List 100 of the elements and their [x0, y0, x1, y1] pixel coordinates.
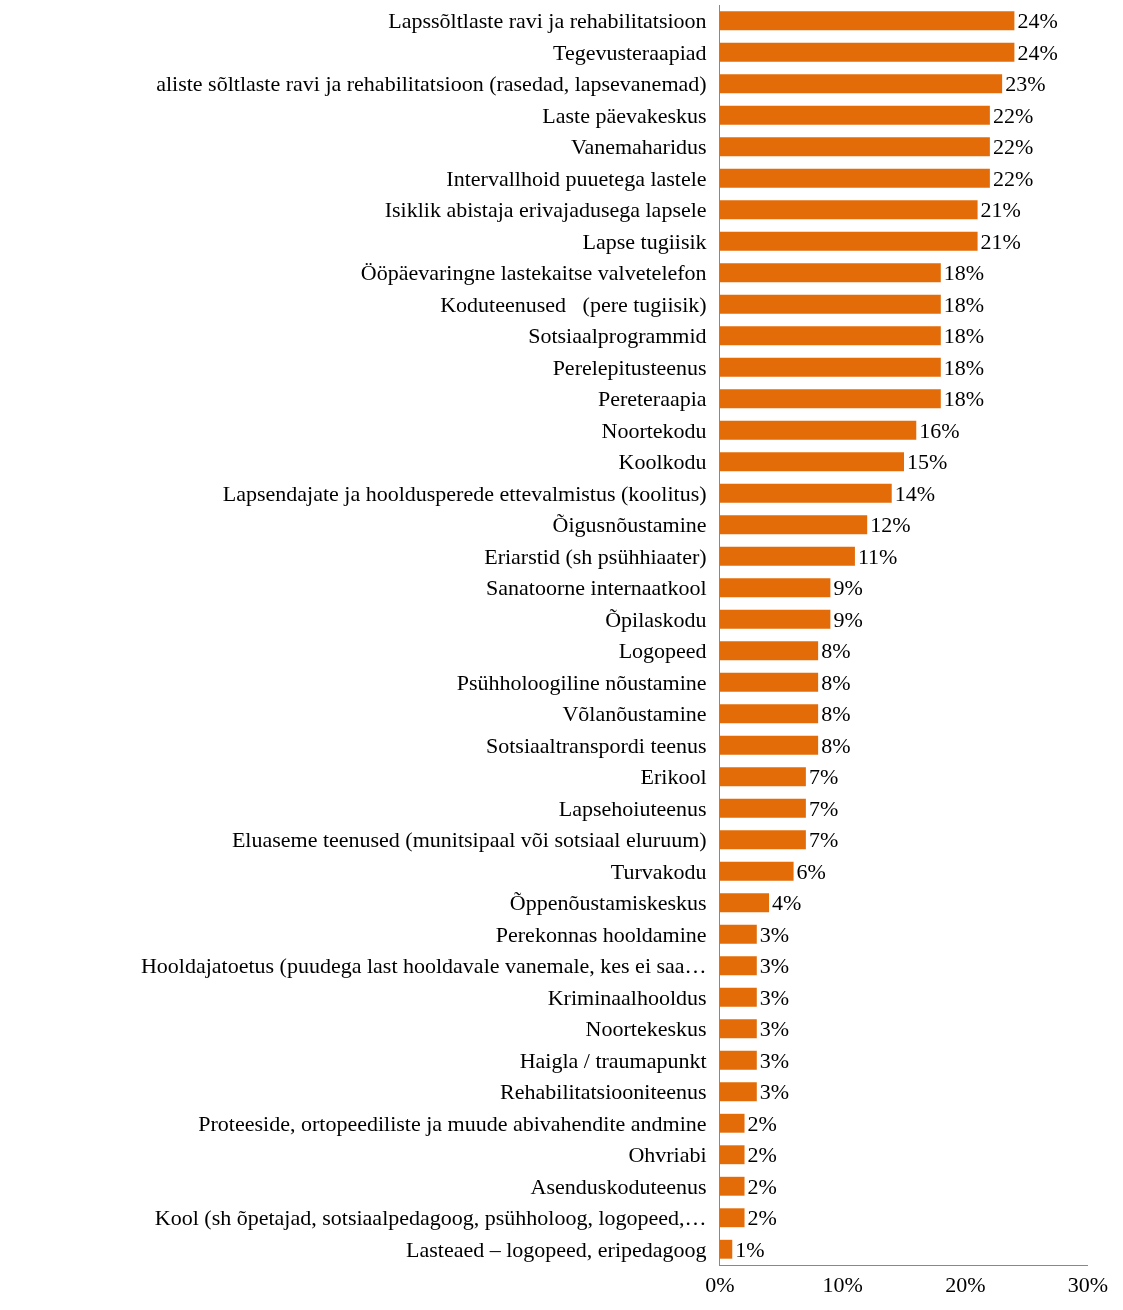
- data-label: 18%: [943, 291, 985, 317]
- bar: [720, 200, 978, 220]
- data-label: 9%: [833, 575, 863, 601]
- y-tick-label: Turvakodu: [610, 858, 707, 884]
- data-label: 23%: [1005, 71, 1046, 97]
- bar: [720, 1239, 733, 1259]
- data-label: 2%: [747, 1142, 777, 1168]
- data-label: 8%: [821, 638, 851, 664]
- data-label: 2%: [747, 1173, 777, 1199]
- y-tick-label: Kriminaalhooldus: [547, 984, 707, 1010]
- y-tick-label: Kool (sh õpetajad, sotsiaalpedagoog, psühholoog, logopeed,…: [154, 1205, 707, 1231]
- y-tick-label: Võlanõustamine: [562, 701, 707, 727]
- data-label: 11%: [857, 543, 898, 569]
- data-label: 22%: [992, 165, 1034, 191]
- bar: [720, 956, 757, 976]
- data-label: 7%: [808, 764, 839, 790]
- bar: [720, 42, 1015, 62]
- data-label: 24%: [1017, 39, 1058, 65]
- y-tick-label: Hooldajatoetus (puudega last hooldavale vanemale, kes ei saa…: [140, 953, 707, 979]
- y-tick-label: Lapsehoiuteenus: [558, 795, 707, 821]
- y-tick-label: Haigla / traumapunkt: [519, 1047, 707, 1073]
- data-label: 6%: [796, 858, 826, 884]
- data-label: 3%: [759, 921, 790, 947]
- bar: [720, 704, 819, 724]
- bar: [720, 1082, 757, 1102]
- data-label: 18%: [943, 260, 985, 286]
- bar: [720, 578, 831, 598]
- data-label: 21%: [980, 228, 1021, 254]
- y-tick-label: Proteeside, ortopeediliste ja muude abivahendite andmine: [198, 1110, 707, 1136]
- data-label: 3%: [759, 1016, 790, 1042]
- data-label: 18%: [943, 354, 985, 380]
- y-tick-label: Isiklik abistaja erivajadusega lapsele: [384, 197, 707, 223]
- data-label: 22%: [992, 102, 1034, 128]
- bar: [720, 11, 1015, 31]
- y-tick-label: Lapssõltlaste ravi ja rehabilitatsioon: [388, 8, 707, 34]
- data-label: 8%: [821, 669, 851, 695]
- y-tick-label: Sotsiaalprogrammid: [528, 323, 707, 349]
- y-tick-label: Ööpäevaringne lastekaitse valvetelefon: [360, 260, 707, 286]
- y-tick-label: Psühholoogiline nõustamine: [456, 669, 707, 695]
- y-tick-label: Tegevusteraapiad: [552, 39, 707, 65]
- data-label: 2%: [747, 1110, 777, 1136]
- y-tick-label: Sanatoorne internaatkool: [486, 575, 707, 601]
- data-label: 8%: [821, 732, 851, 758]
- bar: [720, 1208, 745, 1228]
- bar: [720, 798, 806, 818]
- y-tick-label: Lapsendajate ja hooldusperede ettevalmistus (koolitus): [222, 480, 707, 506]
- y-tick-label: Lasteaed – logopeed, eripedagoog: [406, 1236, 707, 1262]
- bar: [720, 767, 806, 787]
- bar: [720, 452, 904, 472]
- data-label: 7%: [808, 795, 839, 821]
- y-tick-label: Rehabilitatsiooniteenus: [500, 1079, 707, 1105]
- y-tick-label: Sotsiaaltranspordi teenus: [486, 732, 707, 758]
- bar: [720, 609, 831, 629]
- bar: [720, 1050, 757, 1070]
- bar: [720, 105, 990, 125]
- data-label: 7%: [808, 827, 839, 853]
- y-tick-label: aliste sõltlaste ravi ja rehabilitatsioon (rasedad, lapsevanemad): [156, 71, 707, 97]
- bar: [720, 641, 819, 661]
- data-label: 15%: [907, 449, 948, 475]
- bar: [720, 861, 794, 881]
- bar: [720, 231, 978, 251]
- data-label: 12%: [870, 512, 911, 538]
- y-tick-label: Koduteenused (pere tugiisik): [440, 291, 707, 317]
- bar: [720, 326, 941, 346]
- bar: [720, 357, 941, 377]
- y-tick-label: Noortekodu: [601, 417, 707, 443]
- x-tick-label: 0%: [705, 1272, 735, 1298]
- y-tick-label: Koolkodu: [618, 449, 707, 475]
- bar: [720, 74, 1003, 94]
- data-label: 4%: [772, 890, 802, 916]
- bar: [720, 1145, 745, 1165]
- x-tick-label: 10%: [822, 1272, 863, 1298]
- data-label: 16%: [919, 417, 960, 443]
- data-label: 22%: [992, 134, 1034, 160]
- data-label: 18%: [943, 386, 985, 412]
- data-label: 1%: [735, 1236, 765, 1262]
- data-label: 8%: [821, 701, 851, 727]
- y-tick-label: Intervallhoid puuetega lastele: [446, 165, 707, 191]
- y-tick-label: Logopeed: [618, 638, 707, 664]
- bar: [720, 168, 990, 188]
- y-tick-label: Perekonnas hooldamine: [495, 921, 707, 947]
- y-tick-label: Eriarstid (sh psühhiaater): [484, 543, 707, 569]
- bar: [720, 1019, 757, 1039]
- data-label: 3%: [759, 953, 790, 979]
- y-tick-label: Asenduskoduteenus: [530, 1173, 707, 1199]
- y-tick-label: Õppenõustamiskeskus: [509, 890, 707, 916]
- data-label: 14%: [894, 480, 936, 506]
- bar: [720, 987, 757, 1007]
- bar: [720, 672, 819, 692]
- y-tick-label: Erikool: [640, 764, 707, 790]
- data-label: 24%: [1017, 8, 1058, 34]
- data-label: 3%: [759, 984, 790, 1010]
- bar: [720, 546, 855, 566]
- data-label: 2%: [747, 1205, 777, 1231]
- y-tick-label: Ohvriabi: [628, 1142, 707, 1168]
- y-tick-label: Õpilaskodu: [605, 606, 707, 632]
- data-label: 9%: [833, 606, 863, 632]
- data-label: 18%: [943, 323, 985, 349]
- bar: [720, 263, 941, 283]
- data-label: 21%: [980, 197, 1021, 223]
